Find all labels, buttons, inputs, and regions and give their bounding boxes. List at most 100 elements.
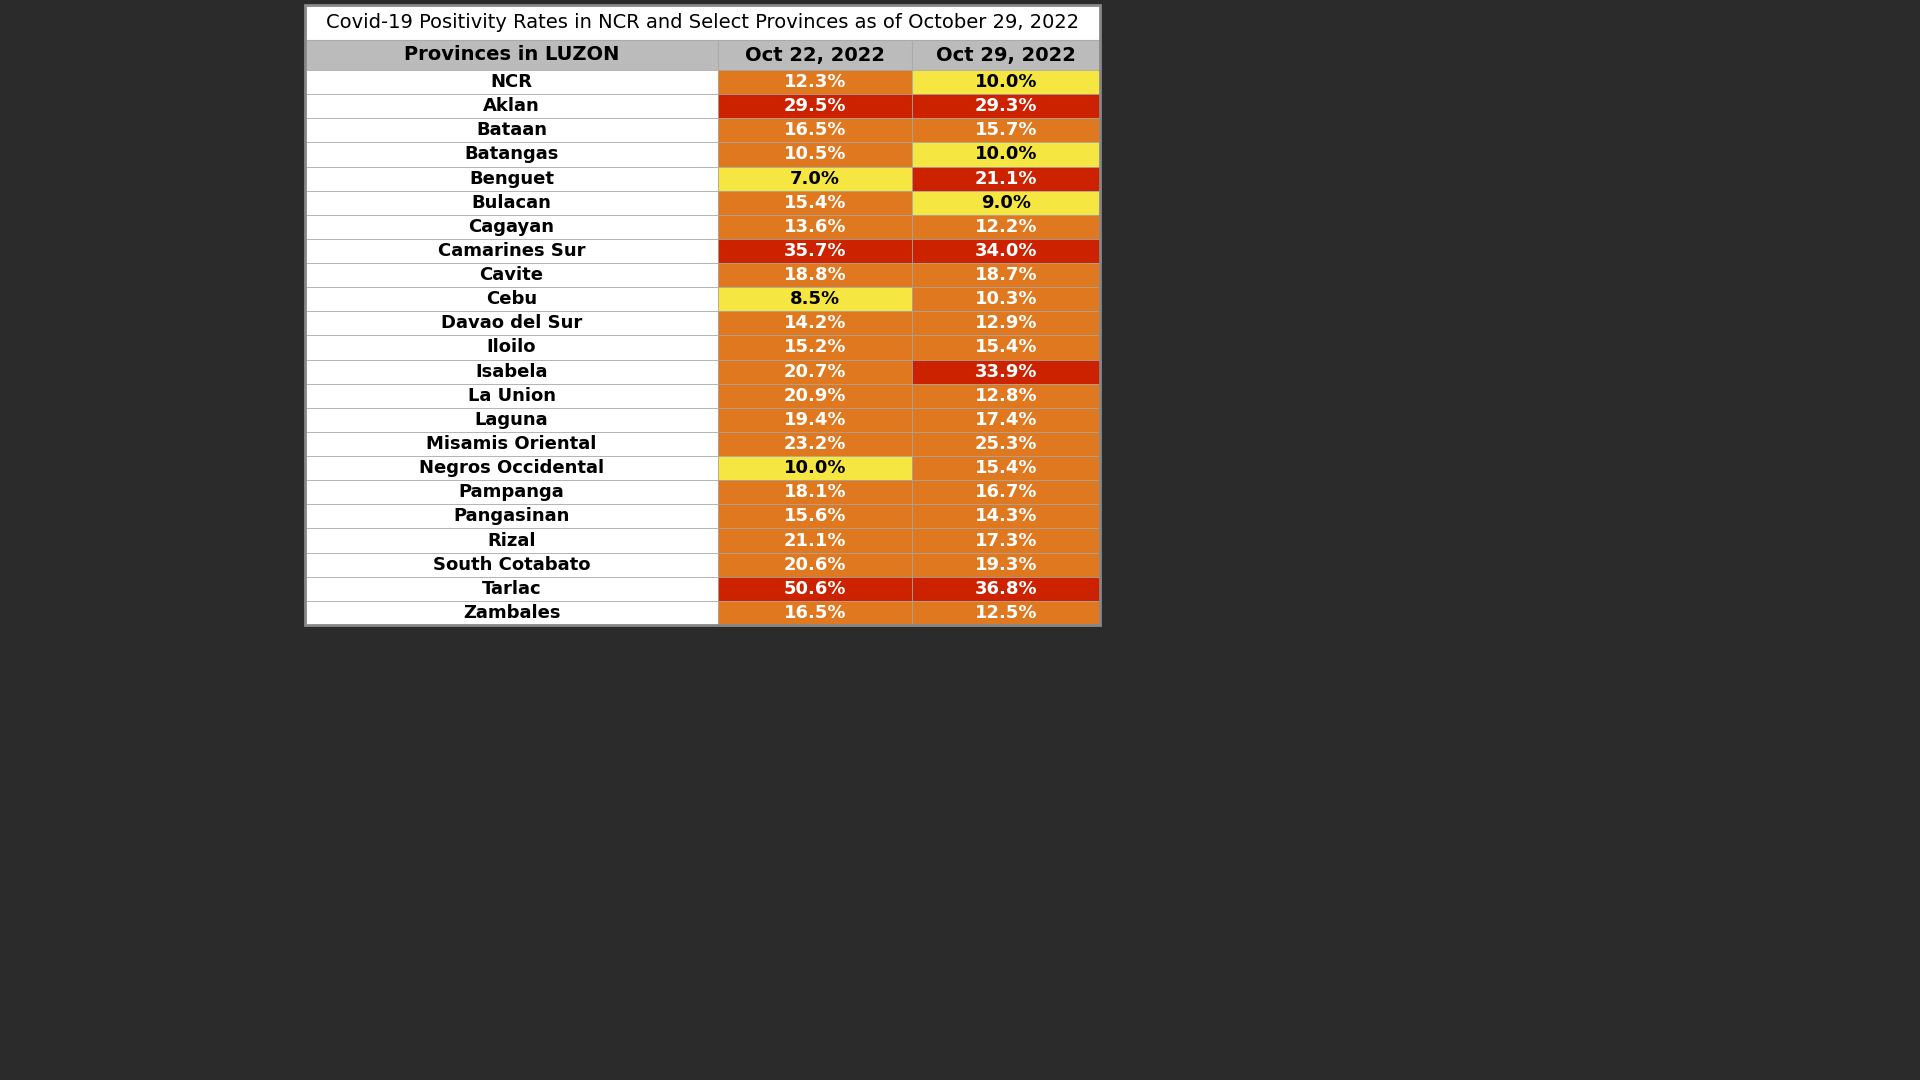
Text: 10.5%: 10.5% <box>783 146 847 163</box>
Bar <box>718 600 912 625</box>
Text: South Cotabato: South Cotabato <box>432 556 589 573</box>
Bar <box>305 5 1100 625</box>
Text: 12.2%: 12.2% <box>975 218 1037 235</box>
Bar <box>305 432 718 456</box>
Text: Davao del Sur: Davao del Sur <box>442 314 582 333</box>
Text: 12.8%: 12.8% <box>975 387 1037 405</box>
Bar <box>305 119 718 143</box>
Text: Camarines Sur: Camarines Sur <box>438 242 586 260</box>
Bar <box>718 94 912 119</box>
Bar <box>912 143 1100 166</box>
Text: Tarlac: Tarlac <box>482 580 541 598</box>
Bar <box>305 577 718 600</box>
Bar <box>718 191 912 215</box>
Text: 15.7%: 15.7% <box>975 121 1037 139</box>
Text: 12.5%: 12.5% <box>975 604 1037 622</box>
Text: 15.6%: 15.6% <box>783 508 847 525</box>
Bar <box>912 166 1100 191</box>
Bar <box>305 553 718 577</box>
Text: Batangas: Batangas <box>465 146 559 163</box>
Bar <box>912 600 1100 625</box>
Text: 14.3%: 14.3% <box>975 508 1037 525</box>
Text: 35.7%: 35.7% <box>783 242 847 260</box>
Text: Cavite: Cavite <box>480 266 543 284</box>
Text: 21.1%: 21.1% <box>975 170 1037 188</box>
Text: Oct 29, 2022: Oct 29, 2022 <box>937 45 1075 65</box>
Text: 17.3%: 17.3% <box>975 531 1037 550</box>
Text: 10.0%: 10.0% <box>783 459 847 477</box>
Text: Laguna: Laguna <box>474 410 549 429</box>
Bar <box>912 119 1100 143</box>
Bar <box>305 143 718 166</box>
Text: 10.0%: 10.0% <box>975 146 1037 163</box>
Bar <box>718 481 912 504</box>
Bar <box>305 239 718 264</box>
Text: 16.5%: 16.5% <box>783 121 847 139</box>
Text: 20.6%: 20.6% <box>783 556 847 573</box>
Bar <box>718 504 912 528</box>
Bar <box>718 456 912 481</box>
Text: 20.9%: 20.9% <box>783 387 847 405</box>
Bar <box>718 432 912 456</box>
Bar <box>305 360 718 383</box>
Bar <box>912 504 1100 528</box>
Text: 10.0%: 10.0% <box>975 73 1037 91</box>
Text: 9.0%: 9.0% <box>981 193 1031 212</box>
Text: 18.1%: 18.1% <box>783 483 847 501</box>
Text: Covid-19 Positivity Rates in NCR and Select Provinces as of October 29, 2022: Covid-19 Positivity Rates in NCR and Sel… <box>326 13 1079 32</box>
Bar <box>305 215 718 239</box>
Text: Misamis Oriental: Misamis Oriental <box>426 435 597 453</box>
Bar <box>305 600 718 625</box>
Bar <box>912 383 1100 408</box>
Text: 18.8%: 18.8% <box>783 266 847 284</box>
Text: Isabela: Isabela <box>476 363 547 380</box>
Bar <box>718 408 912 432</box>
Bar <box>718 264 912 287</box>
Text: Provinces in LUZON: Provinces in LUZON <box>403 45 618 65</box>
Text: 36.8%: 36.8% <box>975 580 1037 598</box>
Bar <box>718 336 912 360</box>
Bar <box>305 336 718 360</box>
Text: 16.5%: 16.5% <box>783 604 847 622</box>
Bar <box>718 287 912 311</box>
Bar <box>305 40 718 70</box>
Bar <box>305 191 718 215</box>
Bar <box>718 119 912 143</box>
Text: 10.3%: 10.3% <box>975 291 1037 308</box>
Text: 29.5%: 29.5% <box>783 97 847 116</box>
Text: Benguet: Benguet <box>468 170 555 188</box>
Bar <box>718 577 912 600</box>
Bar <box>912 481 1100 504</box>
Bar <box>305 70 718 94</box>
Bar <box>912 264 1100 287</box>
Text: 8.5%: 8.5% <box>789 291 841 308</box>
Text: 13.6%: 13.6% <box>783 218 847 235</box>
Bar <box>912 360 1100 383</box>
Bar <box>718 143 912 166</box>
Bar <box>912 311 1100 336</box>
Text: 23.2%: 23.2% <box>783 435 847 453</box>
Bar <box>718 215 912 239</box>
Text: 14.2%: 14.2% <box>783 314 847 333</box>
Bar <box>305 481 718 504</box>
Text: Pangasinan: Pangasinan <box>453 508 570 525</box>
Bar <box>305 504 718 528</box>
Bar <box>912 528 1100 553</box>
Text: 50.6%: 50.6% <box>783 580 847 598</box>
Text: Pampanga: Pampanga <box>459 483 564 501</box>
Text: 21.1%: 21.1% <box>783 531 847 550</box>
Bar <box>912 239 1100 264</box>
Bar <box>718 40 912 70</box>
Bar <box>912 577 1100 600</box>
Text: 20.7%: 20.7% <box>783 363 847 380</box>
Text: Aklan: Aklan <box>484 97 540 116</box>
Text: Cagayan: Cagayan <box>468 218 555 235</box>
Text: 17.4%: 17.4% <box>975 410 1037 429</box>
Bar <box>305 166 718 191</box>
Text: Cebu: Cebu <box>486 291 538 308</box>
Text: 15.4%: 15.4% <box>975 459 1037 477</box>
Bar <box>305 311 718 336</box>
Text: La Union: La Union <box>467 387 555 405</box>
Bar <box>718 166 912 191</box>
Text: Bataan: Bataan <box>476 121 547 139</box>
